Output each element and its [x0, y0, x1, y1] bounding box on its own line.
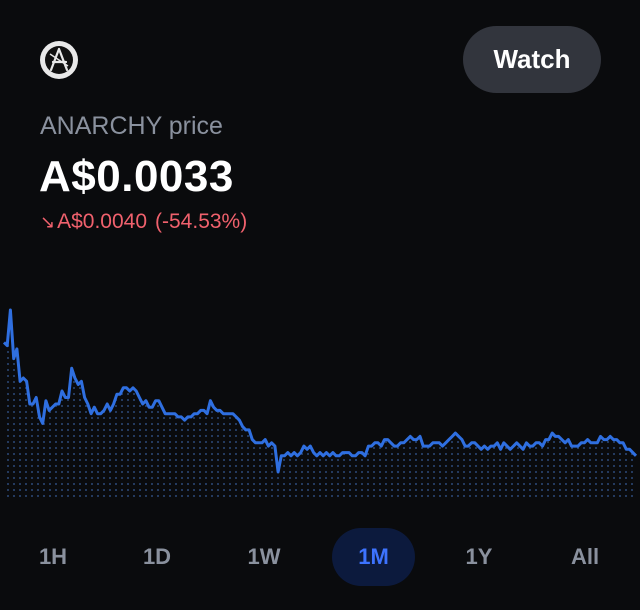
chart-price-line	[2, 308, 638, 474]
price-change-value: A$0.0040	[57, 210, 148, 233]
tab-1h[interactable]: 1H	[38, 544, 68, 569]
price-change: ↘ A$0.0040 (-54.53%)	[40, 210, 247, 234]
trend-down-arrow-icon: ↘	[40, 211, 56, 232]
price-chart[interactable]	[0, 290, 640, 500]
tab-1y[interactable]: 1Y	[465, 544, 493, 569]
watch-button[interactable]: Watch	[463, 26, 601, 93]
asset-price-title: ANARCHY price	[40, 112, 223, 140]
tab-1m[interactable]: 1M	[332, 528, 415, 586]
current-price: A$0.0033	[39, 152, 234, 201]
tab-all[interactable]: All	[570, 544, 600, 569]
tab-1d[interactable]: 1D	[142, 544, 172, 569]
anarchy-logo-icon	[40, 41, 78, 79]
price-change-percent: (-54.53%)	[155, 210, 248, 233]
chart-area-fill	[4, 310, 636, 500]
timeframe-tabs: 1H 1D 1W 1M 1Y All	[0, 528, 640, 586]
tab-1w[interactable]: 1W	[247, 544, 281, 569]
